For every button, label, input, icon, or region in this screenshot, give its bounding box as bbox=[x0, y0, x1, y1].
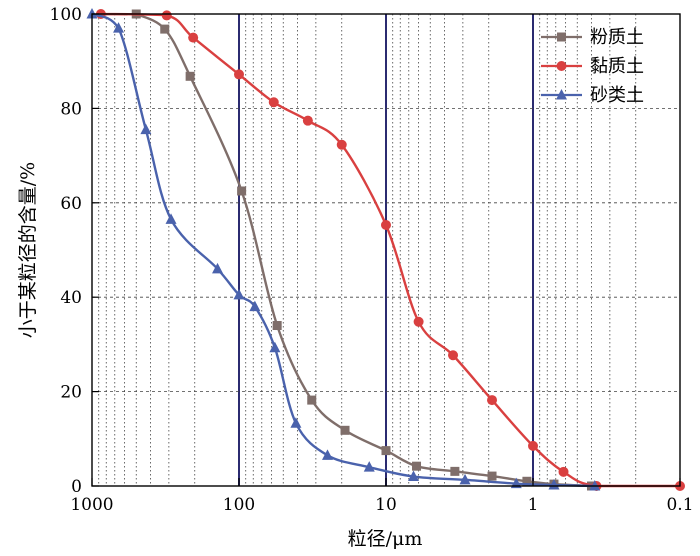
data-point bbox=[558, 466, 569, 477]
data-point bbox=[340, 425, 350, 435]
data-point bbox=[548, 479, 560, 490]
series-line-2 bbox=[91, 12, 595, 488]
data-point bbox=[160, 24, 170, 34]
data-point bbox=[268, 97, 279, 108]
x-tick-label: 10 bbox=[375, 495, 397, 515]
y-tick-label: 60 bbox=[60, 194, 82, 214]
legend-marker-shape bbox=[556, 89, 567, 100]
x-tick-label: 1000 bbox=[70, 495, 113, 515]
legend-item-1: 黏质土 bbox=[541, 56, 644, 77]
y-tick-labels: 0 20 40 60 80 100 bbox=[50, 5, 82, 497]
y-axis-title: 小于某粒径的含量/% bbox=[17, 162, 39, 338]
legend-label-1: 黏质土 bbox=[590, 56, 644, 77]
y-tick-label: 100 bbox=[50, 5, 82, 25]
data-point bbox=[589, 480, 601, 491]
series-2 bbox=[86, 8, 601, 491]
legend-marker-2 bbox=[556, 89, 567, 100]
data-point bbox=[233, 288, 245, 300]
data-point bbox=[487, 471, 497, 481]
x-tick-labels: 1000 100 10 1 0.1 bbox=[70, 495, 693, 515]
x-axis-title: 粒径/μm bbox=[348, 528, 423, 550]
data-point bbox=[413, 316, 424, 327]
data-point bbox=[113, 22, 125, 33]
data-point bbox=[212, 262, 224, 274]
data-point bbox=[459, 473, 471, 485]
data-point bbox=[86, 8, 98, 19]
data-point bbox=[412, 461, 422, 471]
series-layer bbox=[86, 8, 685, 491]
data-point bbox=[185, 71, 195, 81]
data-point bbox=[290, 417, 302, 428]
data-point bbox=[522, 476, 532, 486]
data-point bbox=[188, 32, 199, 43]
grid-lines bbox=[92, 14, 680, 486]
data-point bbox=[140, 123, 152, 135]
series-1 bbox=[95, 9, 685, 491]
data-point bbox=[363, 461, 375, 472]
data-point bbox=[234, 69, 244, 80]
axis-ticks bbox=[91, 13, 681, 487]
data-point bbox=[307, 395, 317, 405]
legend-marker-0 bbox=[557, 32, 566, 42]
data-point bbox=[249, 300, 261, 312]
legend-label-0: 粉质土 bbox=[590, 27, 644, 48]
data-point bbox=[269, 341, 281, 353]
x-tick-label: 100 bbox=[223, 495, 255, 515]
data-point bbox=[336, 139, 347, 150]
legend-marker-shape bbox=[557, 32, 566, 42]
legend-item-2: 砂类土 bbox=[541, 85, 644, 106]
data-point bbox=[381, 219, 391, 230]
legend-marker-1 bbox=[556, 61, 567, 71]
data-point bbox=[408, 470, 420, 482]
legend-marker-shape bbox=[556, 61, 567, 71]
legend: 粉质土 黏质土 砂类土 bbox=[541, 27, 644, 106]
legend-item-0: 粉质土 bbox=[541, 27, 644, 48]
data-point bbox=[528, 440, 538, 451]
x-tick-label: 1 bbox=[528, 495, 539, 515]
data-point bbox=[165, 213, 177, 224]
data-point bbox=[487, 395, 498, 406]
data-point bbox=[448, 350, 459, 361]
data-point bbox=[450, 466, 460, 476]
data-point bbox=[272, 321, 282, 331]
series-0 bbox=[131, 9, 596, 491]
data-point bbox=[381, 446, 391, 456]
data-point bbox=[237, 186, 247, 196]
legend-label-2: 砂类土 bbox=[590, 85, 644, 106]
y-tick-label: 80 bbox=[60, 99, 82, 119]
y-tick-label: 20 bbox=[60, 383, 82, 403]
series-line-0 bbox=[135, 12, 592, 488]
y-tick-label: 40 bbox=[60, 288, 82, 308]
x-tick-label: 0.1 bbox=[666, 495, 693, 515]
y-tick-label: 0 bbox=[71, 477, 82, 497]
data-point bbox=[322, 449, 334, 460]
data-point bbox=[302, 115, 313, 126]
data-point bbox=[161, 10, 172, 21]
